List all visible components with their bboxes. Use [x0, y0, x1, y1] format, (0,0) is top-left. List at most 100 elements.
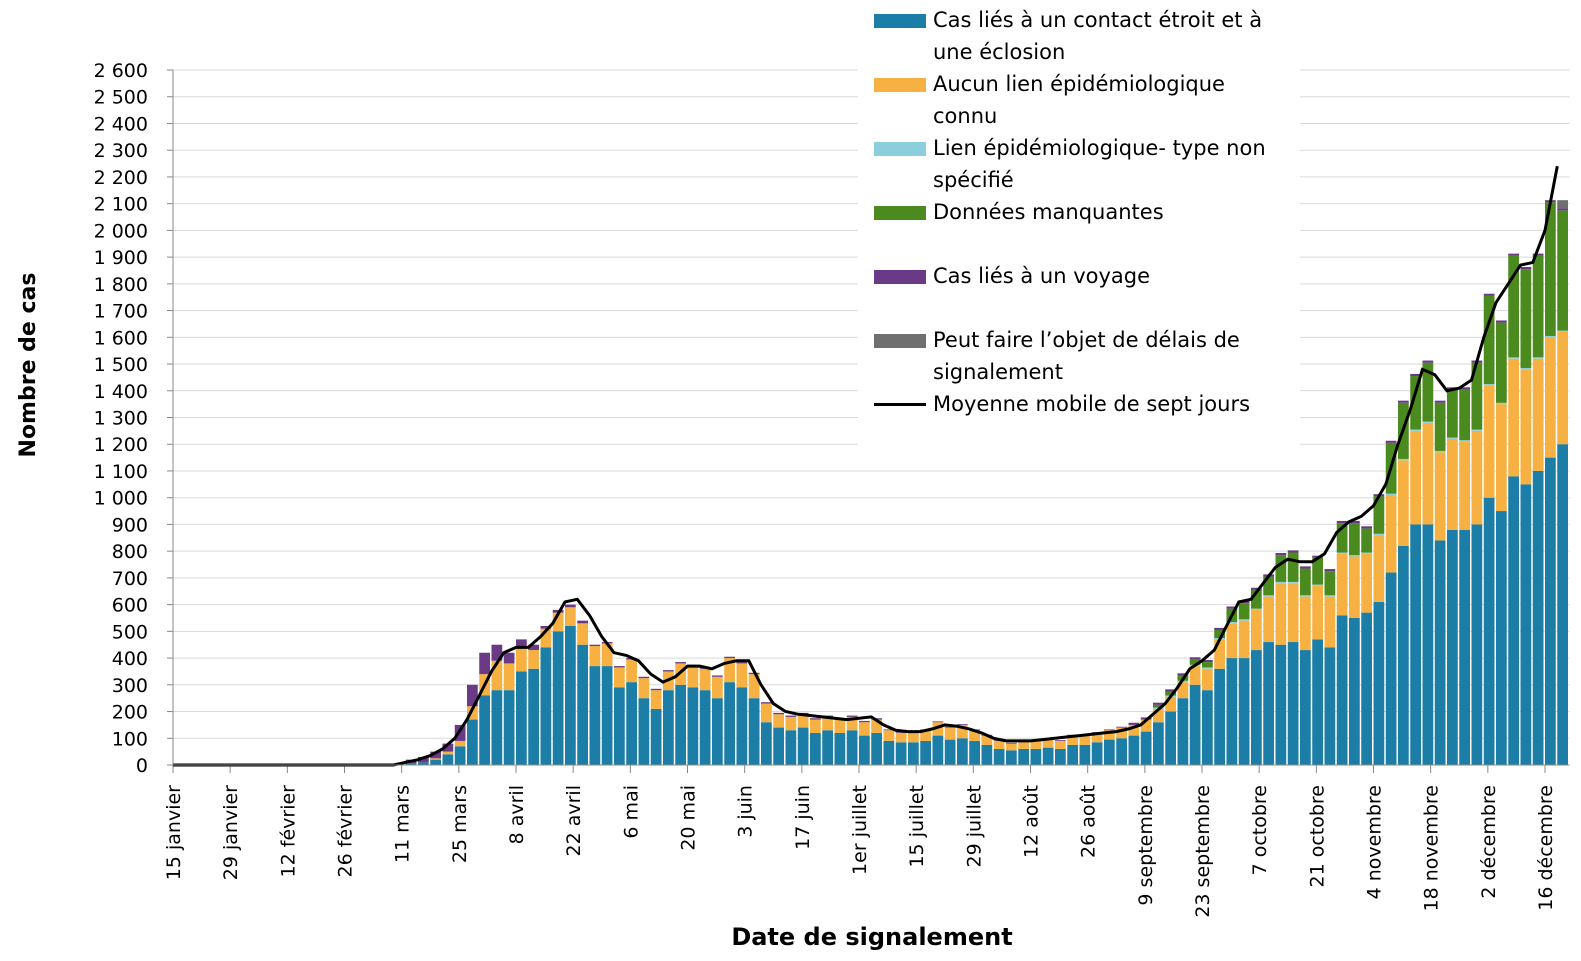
legend: Cas liés à un contact étroit et à une éc…: [858, 0, 1300, 445]
bar-segment: [1361, 526, 1372, 529]
x-tick-label: 17 juin: [792, 785, 814, 850]
legend-swatch: [874, 78, 926, 92]
y-tick-label: 800: [112, 541, 148, 563]
bar-segment: [1483, 295, 1495, 385]
bar-segment: [1336, 552, 1348, 554]
y-tick-label: 100: [112, 728, 148, 750]
bar-segment: [834, 732, 846, 765]
bar-segment: [577, 620, 588, 624]
bar-segment: [1128, 722, 1140, 725]
bar-segment: [1398, 400, 1409, 403]
legend-swatch: [874, 14, 926, 28]
x-tick-label: 29 janvier: [220, 785, 242, 880]
bar-segment: [552, 612, 564, 632]
bar-segment: [1385, 440, 1397, 443]
y-tick-label: 900: [112, 514, 148, 536]
bar-segment: [810, 718, 821, 720]
bar-segment: [430, 758, 441, 760]
y-tick-label: 2 200: [94, 167, 148, 189]
legend-swatch: [874, 403, 926, 406]
legend-swatch: [874, 334, 926, 348]
bar-segment: [1030, 748, 1042, 765]
bar-segment: [1287, 642, 1299, 765]
bar-segment: [1385, 493, 1397, 496]
y-tick-label: 600: [112, 595, 148, 617]
bar-segment: [773, 714, 784, 728]
y-tick-label: 200: [112, 702, 148, 724]
bar-segment: [675, 662, 686, 664]
x-tick-label: 12 février: [277, 785, 299, 878]
bar-segment: [920, 740, 931, 765]
bar-segment: [908, 732, 919, 743]
bar-segment: [712, 698, 723, 765]
bar-segment: [957, 724, 968, 725]
bar-segment: [1128, 735, 1140, 765]
bar-segment: [1520, 368, 1532, 370]
bar-segment: [1104, 730, 1115, 740]
bar-segment: [614, 667, 625, 688]
bar-segment: [540, 626, 552, 629]
bar-segment: [467, 684, 478, 707]
bar-segment: [1324, 595, 1336, 597]
bar-segment: [1238, 658, 1250, 765]
bar-segment: [1177, 673, 1189, 676]
bar-segment: [1324, 596, 1336, 648]
bar-segment: [1067, 744, 1078, 765]
bar-segment: [1336, 520, 1348, 524]
bar-segment: [687, 687, 699, 765]
bar-segment: [1214, 627, 1225, 631]
bar-segment: [1226, 658, 1238, 765]
bar-segment: [1018, 748, 1029, 765]
bar-segment: [1030, 740, 1042, 749]
bar-segment: [1055, 740, 1066, 741]
bar-segment: [1459, 441, 1470, 530]
bar-segment: [1373, 601, 1385, 765]
bar-segment: [981, 744, 993, 765]
bar-segment: [1165, 711, 1176, 765]
bar-segment: [1471, 429, 1483, 431]
legend-swatch: [874, 206, 926, 220]
bar-segment: [761, 722, 772, 765]
bar-segment: [1275, 583, 1287, 645]
x-tick-label: 2 décembre: [1478, 785, 1500, 899]
bar-segment: [1300, 568, 1311, 596]
bar-segment: [1312, 557, 1323, 585]
bar-segment: [797, 727, 809, 765]
y-tick-label: 1 200: [94, 434, 148, 456]
bar-segment: [1165, 691, 1176, 696]
bar-segment: [1361, 612, 1372, 765]
bar-segment: [1434, 450, 1446, 453]
bar-segment: [883, 729, 895, 731]
bar-segment: [1434, 452, 1446, 541]
bar-segment: [565, 607, 576, 626]
bar-segment: [1434, 402, 1446, 451]
bar-segment: [993, 748, 1005, 765]
bar-segment: [1532, 470, 1544, 765]
bar-segment: [528, 668, 539, 765]
bar-segment: [1410, 373, 1421, 377]
bar-segment: [1214, 668, 1225, 765]
bar-segment: [883, 730, 895, 741]
bar-segment: [957, 738, 968, 765]
bar-segment: [454, 740, 466, 747]
bar-segment: [1336, 615, 1348, 765]
bar-segment: [1410, 376, 1421, 430]
bar-segment: [1067, 735, 1078, 745]
y-tick-label: 1 300: [94, 408, 148, 430]
bar-segment: [736, 662, 748, 664]
bar-segment: [540, 647, 552, 765]
x-tick-label: 20 mai: [678, 785, 700, 851]
bar-segment: [1238, 620, 1250, 659]
y-tick-label: 1 700: [94, 301, 148, 323]
legend-label: Peut faire l’objet de délais de signalem…: [933, 328, 1240, 384]
bar-segment: [1361, 552, 1372, 554]
bar-segment: [663, 670, 674, 672]
x-tick-label: 16 décembre: [1535, 785, 1557, 911]
bar-segment: [1508, 253, 1519, 256]
bar-segment: [577, 623, 588, 645]
bar-segment: [736, 687, 748, 765]
bar-segment: [454, 746, 466, 765]
bar-segment: [761, 703, 772, 723]
bar-segment: [626, 682, 637, 765]
x-tick-label: 3 juin: [735, 785, 757, 838]
